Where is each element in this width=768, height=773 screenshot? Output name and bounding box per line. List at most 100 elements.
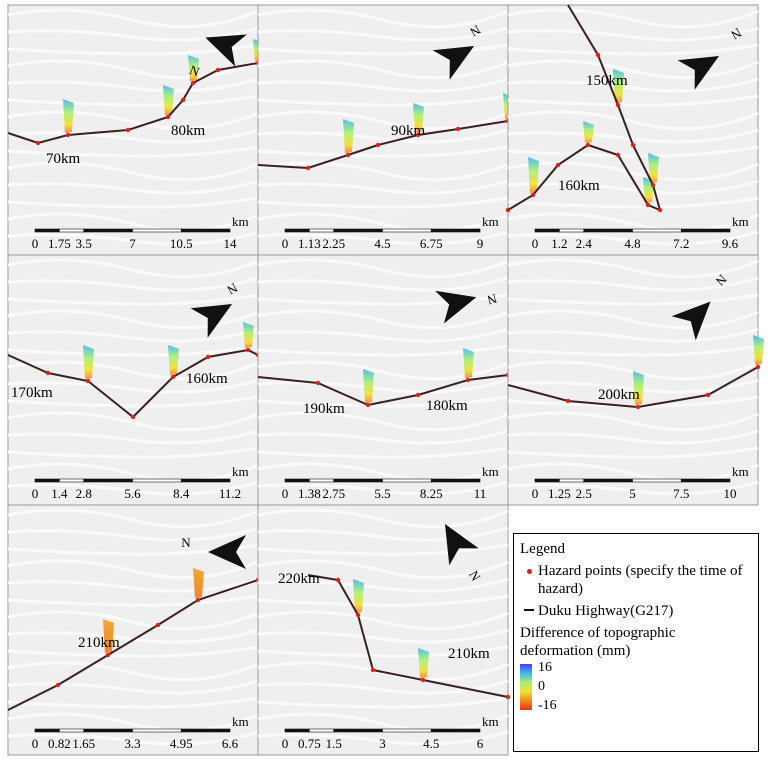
scale-bar-segment bbox=[534, 228, 560, 233]
hillshade bbox=[7, 679, 259, 695]
hazard-point bbox=[180, 97, 186, 103]
hillshade bbox=[257, 196, 509, 209]
hillshade bbox=[7, 594, 259, 607]
scale-bar-segment bbox=[430, 228, 481, 233]
hillshade bbox=[257, 645, 509, 658]
scale-label: 10.5 bbox=[170, 236, 193, 251]
colorbar-labels: 16 0 -16 bbox=[538, 661, 557, 713]
hillshade bbox=[507, 411, 759, 432]
scale-label: 0 bbox=[532, 486, 539, 501]
scale-bar-segment bbox=[34, 728, 60, 733]
hazard-point bbox=[375, 142, 381, 148]
scale-bar-segment bbox=[132, 478, 182, 483]
highway bbox=[257, 374, 509, 407]
hillshade bbox=[7, 309, 259, 330]
hillshade bbox=[507, 258, 759, 279]
scale-bar-segment bbox=[180, 728, 231, 733]
hillshade bbox=[257, 730, 509, 746]
hillshade bbox=[7, 577, 259, 593]
hazard-point bbox=[420, 677, 426, 683]
scale-label: 9.6 bbox=[722, 236, 739, 251]
hazard-point bbox=[365, 402, 371, 408]
hillshade bbox=[507, 462, 759, 483]
deformation-area bbox=[343, 119, 354, 153]
scale-bar-segment bbox=[333, 728, 383, 733]
deformation-area bbox=[363, 369, 374, 403]
terrain bbox=[507, 4, 759, 256]
scale-unit: km bbox=[482, 714, 499, 729]
scale-label: 4.5 bbox=[423, 736, 439, 751]
hillshade bbox=[507, 145, 759, 158]
hillshade bbox=[507, 161, 759, 182]
km-label: 190km bbox=[303, 401, 345, 417]
hazard-point bbox=[555, 162, 561, 168]
hillshade bbox=[7, 462, 259, 483]
hillshade bbox=[257, 628, 509, 644]
hillshade bbox=[507, 196, 759, 209]
hazard-point bbox=[530, 192, 536, 198]
legend: Legend Hazard points (specify the time o… bbox=[513, 533, 759, 752]
scale-label: 0.82 bbox=[48, 736, 71, 751]
km-label: 80km bbox=[171, 123, 206, 139]
hillshade bbox=[7, 293, 259, 306]
hazard-point bbox=[615, 102, 621, 108]
scale-bar-segment bbox=[559, 478, 585, 483]
scale-bar-segment bbox=[559, 228, 585, 233]
hillshade bbox=[507, 212, 759, 233]
scale-unit: km bbox=[482, 214, 499, 229]
scale-label: 2.75 bbox=[322, 486, 345, 501]
scale-label: 1.75 bbox=[48, 236, 71, 251]
hazard-point bbox=[45, 370, 51, 376]
hillshade bbox=[507, 26, 759, 42]
hazard-point bbox=[65, 132, 71, 138]
scale-bar-segment bbox=[309, 728, 335, 733]
north-arrow bbox=[432, 46, 475, 80]
hillshade bbox=[7, 610, 259, 631]
hazard-point bbox=[415, 392, 421, 398]
scale-label: 0.75 bbox=[298, 736, 321, 751]
km-label: 200km bbox=[598, 387, 640, 403]
scale-bar-segment bbox=[180, 228, 231, 233]
hillshade bbox=[507, 446, 759, 459]
scale-label: 3 bbox=[379, 736, 386, 751]
hillshade bbox=[257, 327, 509, 343]
hillshade bbox=[507, 77, 759, 93]
km-label: 70km bbox=[46, 151, 81, 167]
hillshade bbox=[7, 327, 259, 343]
hillshade bbox=[507, 94, 759, 107]
scale-bar-segment bbox=[309, 228, 335, 233]
hazard-point bbox=[370, 667, 376, 673]
hillshade bbox=[507, 230, 759, 246]
deformation-area bbox=[103, 619, 114, 653]
scale-label: 0 bbox=[32, 236, 39, 251]
scale-label: 1.65 bbox=[72, 736, 95, 751]
hillshade bbox=[507, 8, 759, 29]
north-arrow bbox=[205, 34, 247, 67]
hillshade bbox=[7, 59, 259, 80]
hazard-point bbox=[190, 80, 196, 86]
hazard-point bbox=[125, 127, 131, 133]
scale-label: 1.25 bbox=[548, 486, 571, 501]
scale-label: 0 bbox=[32, 486, 39, 501]
hillshade bbox=[7, 179, 259, 195]
hillshade bbox=[257, 230, 509, 246]
scale-label: 2.8 bbox=[76, 486, 92, 501]
hazard-point bbox=[85, 378, 91, 384]
km-label: 180km bbox=[426, 398, 468, 414]
hillshade bbox=[507, 179, 759, 195]
highway bbox=[507, 4, 662, 212]
scale-unit: km bbox=[482, 464, 499, 479]
scale-bar-segment bbox=[333, 478, 383, 483]
scale-bar-segment bbox=[83, 478, 133, 483]
hazard-point bbox=[705, 392, 711, 398]
north-arrow bbox=[677, 56, 720, 90]
hazard-point bbox=[215, 67, 221, 73]
hazard-point bbox=[595, 52, 601, 58]
scale-label: 2.25 bbox=[322, 236, 345, 251]
colorbar-title: Difference of topographic deformation (m… bbox=[520, 625, 676, 659]
hillshade bbox=[257, 559, 509, 580]
hillshade bbox=[257, 378, 509, 394]
scale-bar-segment bbox=[333, 228, 383, 233]
